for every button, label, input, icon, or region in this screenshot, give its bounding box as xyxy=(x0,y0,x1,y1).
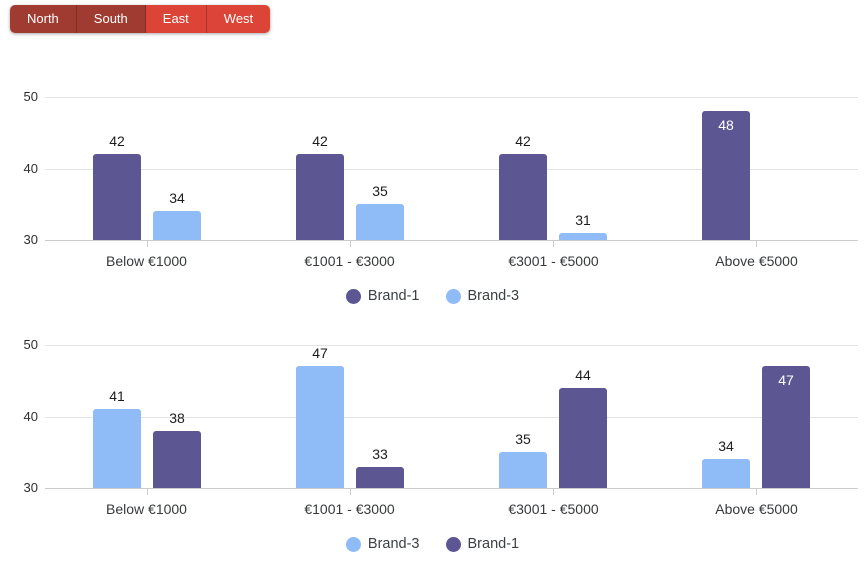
category-label: Above €5000 xyxy=(715,253,798,269)
legend-item-brand-3: Brand-3 xyxy=(445,288,520,304)
category-label: €3001 - €5000 xyxy=(508,253,599,269)
gridline xyxy=(45,97,858,98)
bar-brand-1-4[interactable] xyxy=(762,366,810,488)
x-tick-mark xyxy=(553,489,554,495)
gridline xyxy=(45,345,858,346)
region-button-south[interactable]: South xyxy=(76,5,146,33)
y-tick-label: 40 xyxy=(23,161,38,176)
bar-value-label: 34 xyxy=(718,438,734,454)
region-button-group: North South East West xyxy=(10,5,271,33)
legend-item-brand-3: Brand-3 xyxy=(345,536,420,552)
region-button-east[interactable]: East xyxy=(145,5,207,33)
bar-brand-1-2[interactable] xyxy=(296,154,344,240)
legend: Brand-3 Brand-1 xyxy=(0,536,865,552)
bar-value-label: 35 xyxy=(515,431,531,447)
bar-value-label: 42 xyxy=(515,133,531,149)
bar-brand-3-3[interactable] xyxy=(499,452,547,488)
category-label: Below €1000 xyxy=(106,253,187,269)
gridline xyxy=(45,169,858,170)
bar-brand-1-3[interactable] xyxy=(499,154,547,240)
legend: Brand-1 Brand-3 xyxy=(0,288,865,304)
bar-value-label: 47 xyxy=(312,345,328,361)
bar-value-label: 34 xyxy=(169,190,185,206)
y-tick-label: 30 xyxy=(23,480,38,495)
region-button-west[interactable]: West xyxy=(206,5,271,33)
category-label: €3001 - €5000 xyxy=(508,501,599,517)
y-tick-label: 30 xyxy=(23,232,38,247)
bar-brand-3-1[interactable] xyxy=(153,211,201,240)
x-tick-mark xyxy=(147,489,148,495)
x-tick-mark xyxy=(350,489,351,495)
legend-label: Brand-1 xyxy=(367,288,420,304)
bar-value-label: 38 xyxy=(169,410,185,426)
gridline xyxy=(45,488,858,489)
y-tick-label: 50 xyxy=(23,89,38,104)
bar-value-label: 42 xyxy=(109,133,125,149)
legend-swatch-icon xyxy=(345,536,361,552)
bar-chart-bottom: 30 40 50 Below €1000 41 38 €1001 - €3000 47 33 €3… xyxy=(0,333,865,581)
category-label: €1001 - €3000 xyxy=(304,501,395,517)
bar-value-label: 41 xyxy=(109,388,125,404)
x-tick-mark xyxy=(350,241,351,247)
legend-item-brand-1: Brand-1 xyxy=(445,536,520,552)
bar-value-label: 44 xyxy=(575,367,591,383)
legend-label: Brand-3 xyxy=(467,288,520,304)
bar-brand-3-1[interactable] xyxy=(93,409,141,488)
bar-brand-1-2[interactable] xyxy=(356,467,404,488)
gridline xyxy=(45,417,858,418)
bar-brand-1-3[interactable] xyxy=(559,388,607,488)
legend-label: Brand-1 xyxy=(467,536,520,552)
region-button-north[interactable]: North xyxy=(10,5,77,33)
legend-swatch-icon xyxy=(345,288,361,304)
bar-value-label: 42 xyxy=(312,133,328,149)
category-label: €1001 - €3000 xyxy=(304,253,395,269)
bar-value-label: 31 xyxy=(575,212,591,228)
bar-value-label: 33 xyxy=(372,446,388,462)
bar-chart-top: 30 40 50 Below €1000 42 34 €1001 - €3000 42 35 €3… xyxy=(0,85,865,333)
bar-brand-1-1[interactable] xyxy=(93,154,141,240)
bar-brand-3-2[interactable] xyxy=(296,366,344,488)
bar-brand-1-1[interactable] xyxy=(153,431,201,488)
y-tick-label: 40 xyxy=(23,409,38,424)
category-label: Below €1000 xyxy=(106,501,187,517)
x-tick-mark xyxy=(553,241,554,247)
bar-value-label: 35 xyxy=(372,183,388,199)
legend-item-brand-1: Brand-1 xyxy=(345,288,420,304)
bar-brand-3-2[interactable] xyxy=(356,204,404,240)
bar-value-label: 48 xyxy=(718,117,734,133)
x-tick-mark xyxy=(147,241,148,247)
legend-label: Brand-3 xyxy=(367,536,420,552)
y-tick-label: 50 xyxy=(23,337,38,352)
legend-swatch-icon xyxy=(445,536,461,552)
category-label: Above €5000 xyxy=(715,501,798,517)
bar-value-label: 47 xyxy=(778,372,794,388)
bar-brand-1-4[interactable] xyxy=(702,111,750,240)
legend-swatch-icon xyxy=(445,288,461,304)
bar-brand-3-3[interactable] xyxy=(559,233,607,240)
x-tick-mark xyxy=(756,241,757,247)
gridline xyxy=(45,240,858,241)
x-tick-mark xyxy=(756,489,757,495)
bar-brand-3-4[interactable] xyxy=(702,459,750,488)
